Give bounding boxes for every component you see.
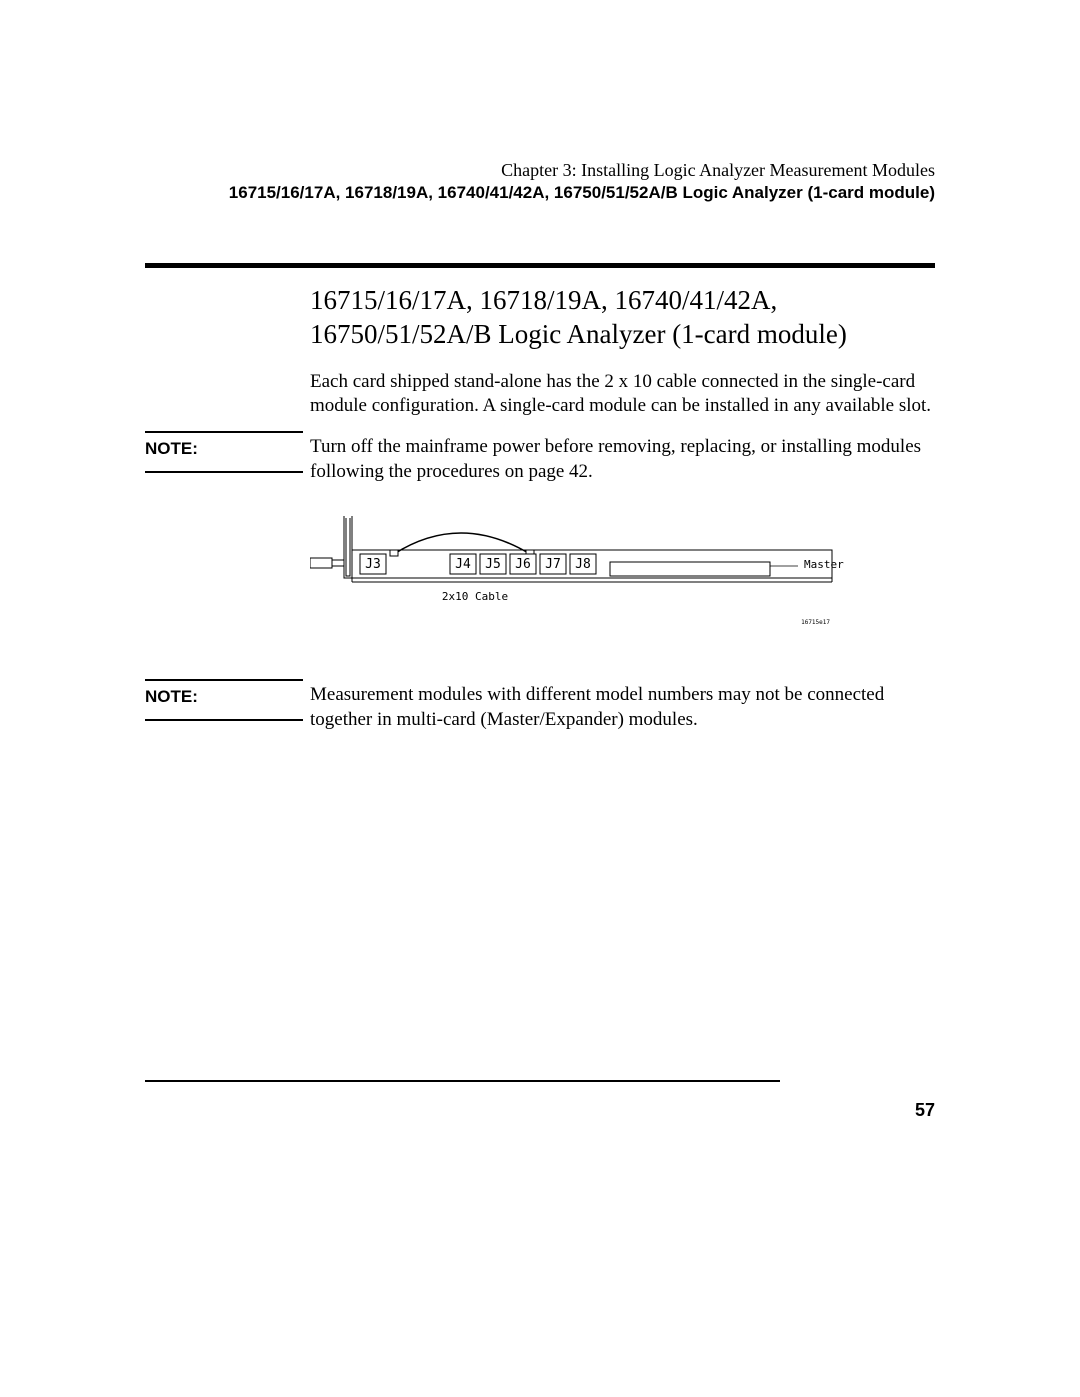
- footer-rule: [145, 1080, 780, 1082]
- note-text: Measurement modules with different model…: [310, 679, 935, 732]
- page-number: 57: [915, 1100, 935, 1121]
- cable-label: 2x10 Cable: [442, 590, 508, 603]
- note-block-1: NOTE: Turn off the mainframe power befor…: [145, 431, 935, 484]
- chapter-title: Chapter 3: Installing Logic Analyzer Mea…: [145, 160, 935, 181]
- connector-j5: J5: [485, 557, 501, 572]
- note-text: Turn off the mainframe power before remo…: [310, 431, 935, 484]
- note-rule-top: [145, 431, 303, 433]
- connector-j3: J3: [365, 557, 381, 572]
- diagram-svg: J3 J4 J5 J6 J7 J8 Master 2x10 Cable: [310, 504, 870, 644]
- connector-j4: J4: [455, 557, 471, 572]
- connector-j6: J6: [515, 557, 531, 572]
- connector-j8: J8: [575, 557, 591, 572]
- module-diagram: J3 J4 J5 J6 J7 J8 Master 2x10 Cable: [310, 504, 870, 649]
- heading-rule: [145, 263, 935, 268]
- note-label: NOTE:: [145, 439, 198, 458]
- section-title: 16715/16/17A, 16718/19A, 16740/41/42A, 1…: [145, 183, 935, 203]
- note-rule-bottom: [145, 471, 303, 473]
- note-rule-top: [145, 679, 303, 681]
- note-block-2: NOTE: Measurement modules with different…: [145, 679, 935, 732]
- main-heading: 16715/16/17A, 16718/19A, 16740/41/42A, 1…: [310, 284, 935, 352]
- master-label: Master: [804, 558, 844, 571]
- diagram-ref-id: 16715e17: [801, 619, 830, 626]
- note-label: NOTE:: [145, 687, 198, 706]
- page-header: Chapter 3: Installing Logic Analyzer Mea…: [145, 160, 935, 203]
- intro-paragraph: Each card shipped stand-alone has the 2 …: [310, 370, 935, 419]
- connector-j7: J7: [545, 557, 561, 572]
- note-rule-bottom: [145, 719, 303, 721]
